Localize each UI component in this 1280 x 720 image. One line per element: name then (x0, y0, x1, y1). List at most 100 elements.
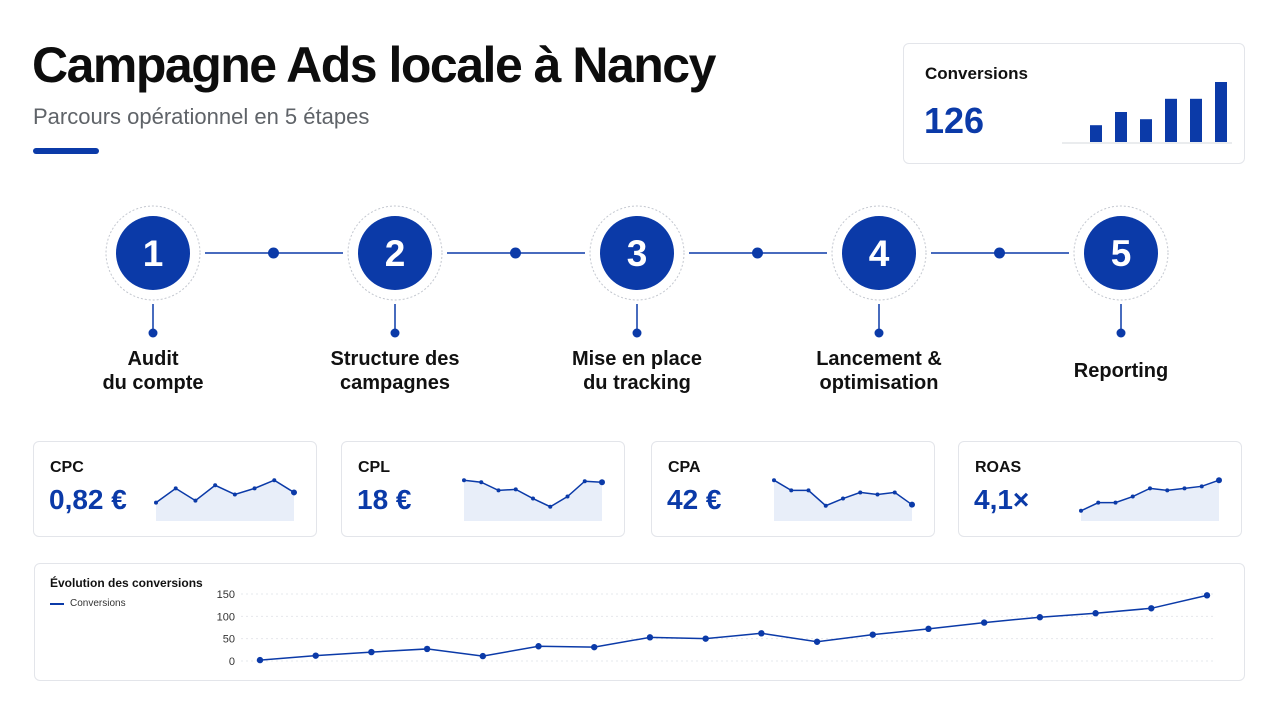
conversions-evolution-card: 0 50 100 150 Évolution des conversions Conv… (34, 563, 1245, 681)
sparkline-point (1182, 486, 1187, 491)
sparkline-point (565, 494, 570, 499)
step-circle (116, 216, 190, 290)
step-label-line: campagnes (339, 372, 451, 394)
conversions-point (256, 656, 264, 664)
sparkline-point (1079, 508, 1083, 513)
conversions-series-line (259, 594, 1208, 661)
conversions-point (479, 652, 487, 660)
connector-dot (510, 247, 521, 259)
conversions-point (368, 648, 375, 656)
step-label-line: Lancement & (816, 348, 942, 370)
step-number: 2 (385, 233, 406, 274)
conversions-bar-chart (1062, 82, 1232, 144)
conversions-point (646, 634, 654, 641)
kpi-value: 42 € (667, 484, 722, 515)
conversions-point (423, 645, 431, 653)
sparkline-point (1113, 500, 1118, 505)
conversions-point (925, 625, 932, 633)
sparkline-point (213, 483, 218, 488)
page-subtitle: Parcours opérationnel en 5 étapes (33, 104, 370, 129)
step-label-line: optimisation (819, 372, 939, 394)
legend-swatch (50, 602, 64, 605)
sparkline-area (156, 480, 294, 521)
conversions-value: 126 (924, 100, 985, 141)
sparkline-point (272, 478, 277, 483)
step-circle (1084, 216, 1158, 290)
conversions-point (1092, 610, 1099, 617)
connector-dot (994, 247, 1005, 259)
kpi-value: 4,1× (974, 484, 1030, 515)
conversions-line-chart: 0 50 100 150 (217, 589, 1215, 668)
kpi-sparkline (772, 478, 915, 521)
sparkline-point (892, 490, 897, 495)
step-label-line: Reporting (1073, 360, 1169, 382)
conversions-point (980, 619, 988, 626)
step-label: Mise en place du tracking (547, 347, 727, 395)
conversion-bar (1215, 82, 1227, 142)
conversions-point (702, 635, 709, 642)
line-chart-legend: Conversions (50, 598, 126, 609)
conversion-bar (1165, 98, 1177, 142)
step-number: 1 (143, 233, 164, 274)
sparkline-area (1081, 480, 1219, 521)
sparkline-point (599, 479, 605, 486)
step-label-line: du tracking (583, 372, 691, 394)
step-stem-dot (148, 328, 158, 338)
y-tick-label: 50 (223, 634, 235, 646)
sparkline-point (1096, 500, 1101, 505)
step-label-line: Structure des (330, 348, 460, 370)
kpi-name: CPC (50, 459, 84, 476)
page-title: Campagne Ads locale à Nancy (32, 37, 716, 93)
conversions-point (869, 631, 876, 638)
step-label: Lancement & optimisation (789, 347, 969, 395)
step-label: Reporting (1031, 359, 1211, 383)
sparkline-point (909, 501, 915, 508)
kpi-name: ROAS (975, 459, 1022, 476)
y-tick-label: 150 (217, 589, 235, 601)
connector-dot (752, 247, 763, 259)
step-label: Structure des campagnes (305, 347, 485, 395)
conversion-bar (1140, 119, 1152, 142)
sparkline-point (513, 487, 518, 492)
conversions-point (1036, 614, 1044, 621)
sparkline-point (496, 488, 501, 493)
y-tick-label: 0 (229, 656, 235, 668)
line-chart-title: Évolution des conversions (50, 576, 203, 590)
step-label-line: du compte (102, 372, 204, 394)
conversions-point (535, 643, 542, 650)
step-stem-dot (632, 328, 642, 338)
sparkline-area (774, 480, 912, 521)
conversions-label: Conversions (925, 64, 1028, 83)
conversion-bar (1090, 125, 1102, 142)
kpi-card-roas: ROAS 4,1× (958, 441, 1242, 537)
sparkline-point (479, 480, 484, 485)
sparkline-line (155, 479, 295, 504)
step-circle (842, 216, 916, 290)
conversions-point (591, 643, 598, 651)
sparkline-point (1216, 477, 1222, 484)
step-stem-dot (874, 328, 884, 338)
sparkline-point (1165, 488, 1170, 493)
conversions-point (312, 652, 319, 659)
kpi-sparkline (154, 478, 297, 521)
step-stem-dot (1116, 328, 1126, 338)
sparkline-point (1199, 484, 1204, 489)
sparkline-point (462, 478, 466, 483)
sparkline-point (772, 478, 776, 483)
step-number: 4 (869, 233, 890, 274)
kpi-value: 18 € (357, 484, 412, 515)
sparkline-point (252, 486, 257, 491)
conversions-point (758, 630, 765, 637)
step-label-line: Audit (127, 348, 179, 370)
accent-underline (33, 148, 99, 154)
kpi-card-cpc: CPC 0,82 € (33, 441, 317, 537)
kpi-name: CPL (358, 459, 390, 476)
process-timeline: 1 2 3 4 5 (105, 205, 1169, 338)
conversions-point (813, 638, 821, 645)
kpi-card-cpl: CPL 18 € (341, 441, 625, 537)
step-label-line: Mise en place (571, 348, 703, 370)
step-label: Audit du compte (63, 347, 243, 395)
sparkline-point (582, 479, 587, 484)
legend-label: Conversions (70, 598, 126, 609)
conversions-point (1148, 605, 1155, 612)
